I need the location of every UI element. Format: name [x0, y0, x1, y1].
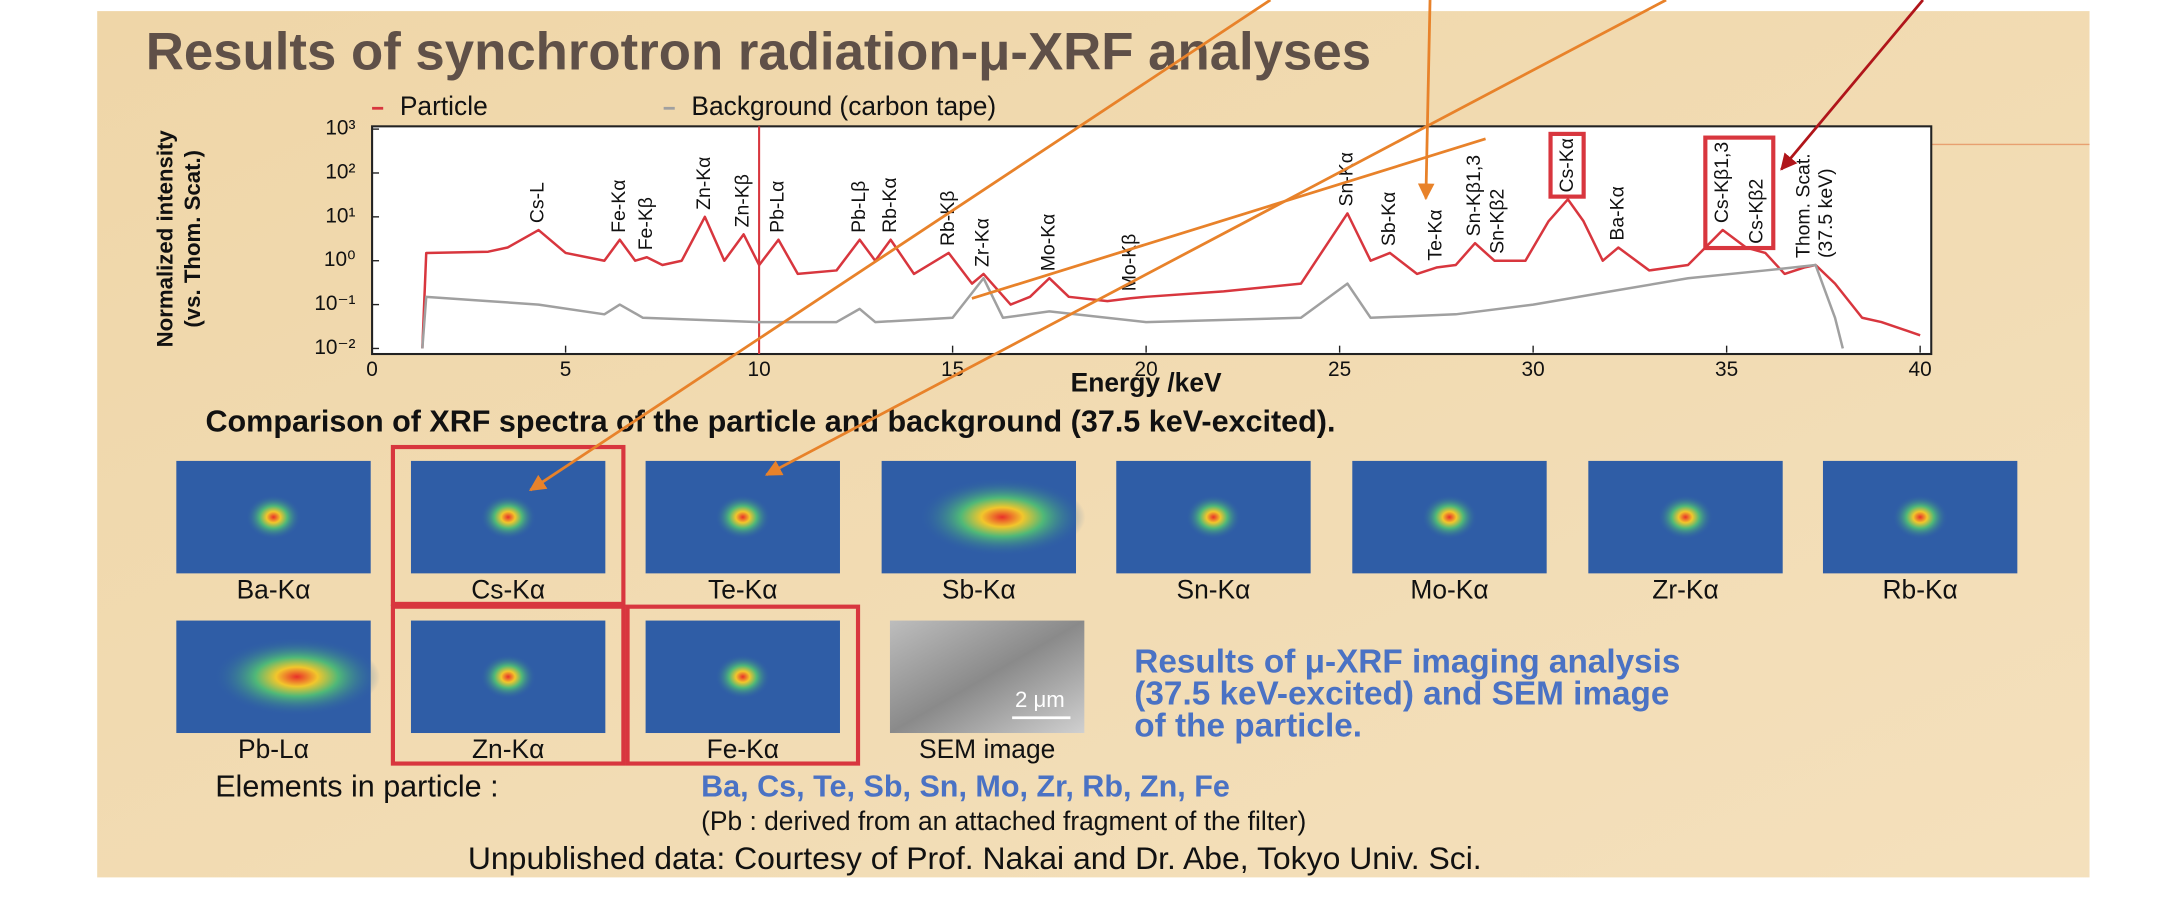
map-spot: [245, 494, 302, 540]
peak-label: Zr-Kα: [972, 218, 994, 267]
peak-label: (37.5 keV): [1815, 168, 1837, 258]
peak-label: Mo-Kα: [1037, 214, 1059, 272]
image-label: Sn-Kα: [1177, 574, 1251, 604]
map-spot: [715, 654, 771, 700]
peak-label: Thom. Scat.: [1793, 153, 1815, 258]
image-label: Zn-Kα: [472, 734, 544, 764]
imaging-caption: (37.5 keV-excited) and SEM image: [1134, 675, 1669, 712]
highlight-box: [1703, 135, 1776, 251]
y-tick-label: 10⁰: [324, 248, 356, 271]
legend-label: Particle: [400, 91, 488, 121]
map-spot: [213, 637, 381, 716]
peak-label: Rb-Kβ: [937, 191, 959, 246]
chart-caption: Comparison of XRF spectra of the particl…: [205, 404, 1335, 438]
arrows: [528, 0, 1924, 492]
imaging-caption: Results of μ-XRF imaging analysis: [1134, 643, 1680, 680]
image-label: Ba-Kα: [237, 574, 311, 604]
map-spot: [918, 478, 1086, 557]
peak-label: Fe-Kα: [608, 180, 630, 233]
elements: Ba, Cs, Te, Sb, Sn, Mo, Zr, Rb, Zn, Fe: [701, 770, 1230, 804]
highlight-box: [1548, 131, 1586, 199]
image-label: Fe-Kα: [707, 734, 779, 764]
arrow: [528, 0, 1272, 492]
peak-label: Sn-Kβ2: [1486, 189, 1508, 254]
x-tick-label: 15: [941, 358, 964, 381]
imaging-caption: of the particle.: [1134, 707, 1362, 744]
y-tick-label: 10²: [325, 160, 355, 183]
peak-label: Cs-Kβ1,3: [1711, 142, 1733, 223]
peak-label: Pb-Lα: [767, 181, 789, 233]
y-axis-label: (vs. Thom. Scat.): [180, 150, 205, 328]
elements-label: Elements in particle :: [215, 770, 498, 804]
x-axis-label: Energy /keV: [1071, 368, 1222, 398]
image-label: SEM image: [919, 734, 1055, 764]
y-tick-label: 10¹: [325, 204, 355, 227]
x-tick-label: 30: [1522, 358, 1545, 381]
peak-label: Zn-Kα: [693, 157, 715, 210]
peak-label: Zn-Kβ: [732, 174, 754, 227]
peak-label: Rb-Kα: [879, 177, 901, 232]
arrow: [764, 0, 1667, 477]
highlight-box: [390, 604, 626, 766]
legend-label: Background (carbon tape): [691, 91, 996, 121]
image-label: Zr-Kα: [1652, 574, 1718, 604]
peak-label: Fe-Kβ: [635, 197, 657, 250]
peak-label: Pb-Lβ: [848, 181, 870, 233]
map-spot: [1421, 494, 1478, 540]
image-label: Rb-Kα: [1882, 574, 1957, 604]
x-tick-label: 0: [366, 358, 378, 381]
title: Results of synchrotron radiation-μ-XRF a…: [146, 22, 1371, 81]
x-tick-label: 10: [748, 358, 771, 381]
map-spot: [715, 494, 771, 540]
map-spot: [1185, 494, 1242, 540]
peak-label: Sn-Kβ1,3: [1463, 155, 1485, 236]
series-line: [421, 263, 1845, 349]
peak-label: Cs-Kα: [1556, 138, 1578, 192]
image-label: Mo-Kα: [1410, 574, 1488, 604]
peak-label: Ba-Kα: [1606, 186, 1628, 240]
x-tick-label: 35: [1715, 358, 1738, 381]
sem-image: [889, 620, 1085, 734]
map-spot: [480, 494, 536, 540]
x-tick-label: 5: [560, 358, 572, 381]
x-tick-label: 25: [1328, 358, 1351, 381]
y-tick-label: 10⁻²: [314, 336, 355, 359]
plot-area: [371, 125, 1933, 356]
y-axis-label: Normalized intensity: [152, 130, 177, 348]
plot: 10³ 10² 10¹ 10⁰ 10⁻¹ 10⁻² 0 5 10 15 20 25 30 35 40 Ener…: [152, 91, 1933, 398]
map-spot: [1892, 494, 1948, 540]
image-grid: Ba-Kα Cs-Kα Te-Kα Sb-Kα Sn-Kα Mo-Kα Zr-Kα Rb-Kα…: [176, 444, 2018, 766]
y-tick-label: 10³: [325, 117, 355, 140]
map-spot: [480, 654, 536, 700]
peak-label: Sb-Kα: [1378, 192, 1400, 246]
scale-label: 2 μm: [1015, 687, 1065, 712]
arrow: [1417, 0, 1435, 201]
map-spot: [1657, 494, 1714, 540]
series-line: [421, 198, 1921, 349]
highlight-box: [625, 604, 861, 766]
x-tick-label: 20: [1135, 358, 1158, 381]
y-tick-label: 10⁻¹: [314, 292, 355, 315]
image-label: Pb-Lα: [238, 734, 309, 764]
peak-label: Cs-Kβ2: [1746, 179, 1768, 244]
image-label: Cs-Kα: [471, 574, 545, 604]
peak-label: Te-Kα: [1425, 209, 1447, 260]
peak-label: Cs-L: [527, 182, 549, 223]
highlight-box: [390, 444, 626, 606]
arrow: [971, 137, 1486, 300]
credit: Unpublished data: Courtesy of Prof. Naka…: [468, 840, 1482, 876]
image-label: Sb-Kα: [942, 574, 1016, 604]
arrow: [1780, 0, 1924, 171]
x-tick-label: 40: [1909, 358, 1932, 381]
image-label: Te-Kα: [708, 574, 777, 604]
note: (Pb : derived from an attached fragment …: [701, 806, 1306, 836]
